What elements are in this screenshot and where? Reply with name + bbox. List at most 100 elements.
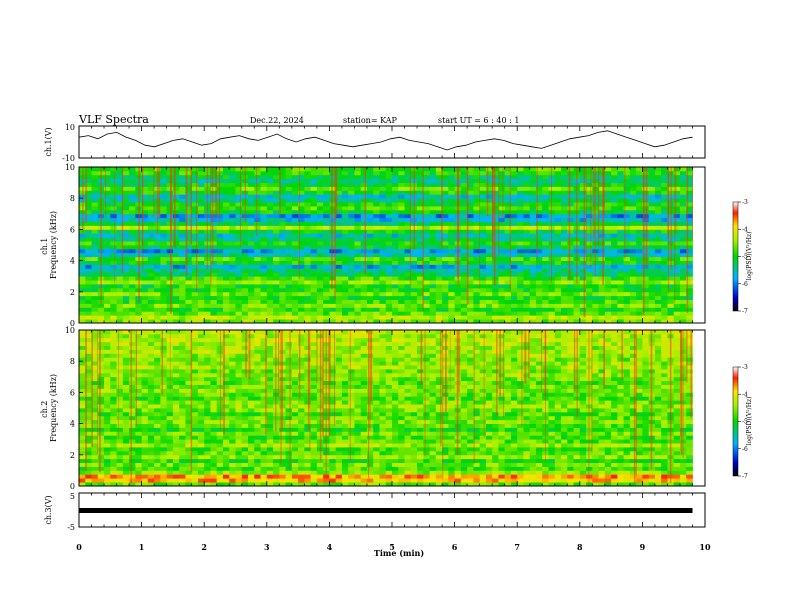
- spectrogram-cell: [122, 248, 130, 254]
- spectrogram-cell: [366, 233, 374, 238]
- spectrogram-cell: [648, 217, 656, 222]
- spectrogram-cell: [210, 315, 218, 320]
- spectrogram-cell: [323, 311, 330, 316]
- spectrogram-cell: [122, 315, 130, 320]
- spectrogram-cell: [448, 462, 455, 467]
- spectrogram-cell: [623, 225, 631, 230]
- spectrogram-cell: [561, 272, 568, 277]
- spectrogram-cell: [354, 225, 362, 230]
- spectrogram-cell: [147, 174, 155, 180]
- spectrogram-cell: [279, 256, 286, 261]
- spectrogram-cell: [310, 470, 318, 475]
- spectrogram-cell: [147, 260, 155, 265]
- spectrogram-cell: [485, 311, 493, 316]
- spectrogram-cell: [392, 454, 399, 460]
- spectrogram-cell: [110, 276, 117, 281]
- spectrogram-cell: [604, 303, 612, 308]
- spectrogram-streak: [624, 167, 626, 260]
- spectrogram-cell: [473, 466, 481, 471]
- spectrogram-cell: [385, 482, 393, 487]
- spectrogram-cell: [273, 229, 280, 234]
- spectrogram-cell: [529, 284, 537, 289]
- spectrogram-cell: [410, 311, 418, 316]
- spectrogram-cell: [517, 209, 524, 215]
- spectrogram-cell: [479, 213, 487, 219]
- spectrogram-cell: [304, 462, 312, 467]
- spectrogram-cell: [141, 217, 149, 222]
- spectrogram-cell: [398, 221, 405, 226]
- spectrogram-cell: [404, 256, 412, 261]
- spectrogram-cell: [617, 174, 625, 180]
- spectrogram-cell: [79, 248, 86, 254]
- spectrogram-cell: [191, 237, 199, 242]
- spectrogram-cell: [654, 462, 662, 467]
- spectrogram-cell: [679, 241, 687, 246]
- spectrogram-cell: [442, 276, 449, 281]
- spectrogram-cell: [398, 202, 405, 207]
- spectrogram-cell: [467, 268, 474, 273]
- spectrogram-cell: [122, 268, 130, 273]
- spectrogram-cell: [529, 462, 537, 467]
- spectrogram-cell: [379, 245, 387, 250]
- spectrogram-cell: [561, 241, 568, 246]
- spectrogram-cell: [210, 474, 218, 479]
- spectrogram-cell: [260, 202, 268, 207]
- spectrogram-cell: [492, 287, 499, 293]
- spectrogram-cell: [285, 280, 293, 285]
- spectrogram-cell: [216, 248, 224, 254]
- spectrogram-cell: [592, 482, 599, 487]
- spectrogram-cell: [586, 194, 593, 199]
- spectrogram-cell: [442, 319, 449, 324]
- spectrogram-cell: [504, 241, 512, 246]
- spectrogram-cell: [498, 291, 506, 297]
- spectrogram-cell: [166, 221, 174, 226]
- spectrogram-cell: [160, 307, 168, 312]
- spectrogram-cell: [629, 287, 637, 293]
- spectrogram-cell: [91, 237, 99, 242]
- spectrogram-cell: [460, 237, 468, 242]
- spectrogram-cell: [429, 182, 437, 187]
- spectrogram-cell: [373, 252, 380, 258]
- spectrogram-cell: [204, 466, 211, 471]
- spectrogram-cell: [504, 213, 512, 219]
- spectrogram-cell: [235, 186, 243, 191]
- spectrogram-cell: [410, 466, 418, 471]
- spectrogram-cell: [435, 272, 443, 277]
- spectrogram-cell: [504, 272, 512, 277]
- spectrogram-cell: [91, 299, 99, 304]
- spectrogram-cell: [523, 213, 531, 219]
- spectrogram-cell: [448, 458, 455, 463]
- spectrogram-cell: [435, 462, 443, 467]
- spectrogram-cell: [423, 248, 430, 254]
- spectrogram-cell: [97, 458, 105, 463]
- spectrogram-cell: [104, 225, 111, 230]
- spectrogram-cell: [485, 470, 493, 475]
- spectrogram-cell: [517, 178, 524, 183]
- spectrogram-cell: [479, 260, 487, 265]
- spectrogram-cell: [129, 221, 136, 226]
- spectrogram-cell: [129, 462, 136, 467]
- spectrogram-cell: [304, 276, 312, 281]
- spectrogram-cell: [648, 284, 656, 289]
- spectrogram-cell: [235, 248, 243, 254]
- spectrogram-cell: [686, 299, 693, 304]
- spectrogram-cell: [241, 307, 249, 312]
- spectrogram-cell: [654, 221, 662, 226]
- spectrogram-cell: [648, 256, 656, 261]
- spectrogram-cell: [385, 280, 393, 285]
- spectrogram-cell: [398, 186, 405, 191]
- spectrogram-cell: [654, 170, 662, 176]
- spectrogram-cell: [492, 478, 499, 483]
- spectrogram-cell: [373, 209, 380, 215]
- spectrogram-cell: [248, 209, 255, 215]
- spectrogram-cell: [110, 458, 117, 463]
- spectrogram-cell: [229, 474, 236, 479]
- spectrogram-cell: [442, 167, 449, 172]
- spectrogram-cell: [392, 462, 399, 467]
- spectrogram-cell: [548, 466, 556, 471]
- spectrogram-cell: [648, 268, 656, 273]
- spectrogram-cell: [172, 170, 180, 176]
- spectrogram-cell: [654, 482, 662, 487]
- spectrogram-cell: [454, 458, 462, 463]
- spectrogram-cell: [604, 256, 612, 261]
